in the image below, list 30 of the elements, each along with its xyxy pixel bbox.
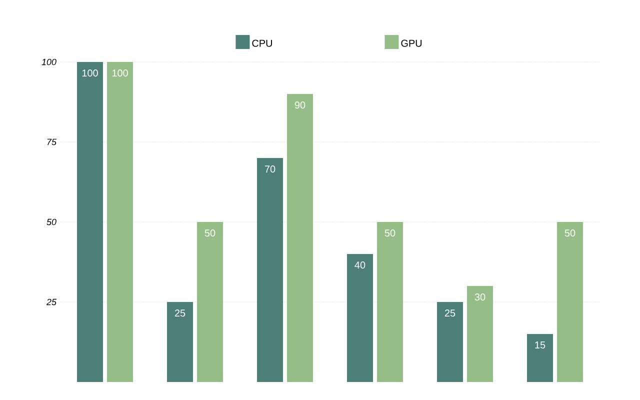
data-label: 100 xyxy=(112,70,128,77)
legend-label: CPU xyxy=(252,40,272,47)
bar xyxy=(77,62,103,382)
bar xyxy=(287,94,313,382)
data-label: 30 xyxy=(474,294,486,301)
data-label: 25 xyxy=(444,310,456,317)
bar xyxy=(167,302,193,382)
bar xyxy=(527,334,553,382)
y-tick-label: 50 xyxy=(46,218,56,226)
bar xyxy=(437,302,463,382)
data-label: 50 xyxy=(564,230,576,237)
bar xyxy=(257,158,283,382)
data-label: 100 xyxy=(82,70,98,77)
bar xyxy=(557,222,583,382)
data-label: 15 xyxy=(535,342,546,348)
bar xyxy=(197,222,223,382)
data-label: 50 xyxy=(384,230,396,237)
bar xyxy=(347,254,373,382)
data-label: 90 xyxy=(294,102,306,109)
y-tick-label: 25 xyxy=(46,298,57,306)
data-label: 50 xyxy=(204,230,216,237)
bar xyxy=(107,62,133,382)
data-label: 25 xyxy=(174,310,186,317)
bar xyxy=(467,286,493,382)
bar xyxy=(377,222,403,382)
y-tick-label: 75 xyxy=(47,138,57,146)
legend-label: GPU xyxy=(401,40,422,47)
data-label: 40 xyxy=(354,262,366,269)
y-tick-label: 100 xyxy=(42,58,56,66)
data-label: 70 xyxy=(264,166,276,173)
